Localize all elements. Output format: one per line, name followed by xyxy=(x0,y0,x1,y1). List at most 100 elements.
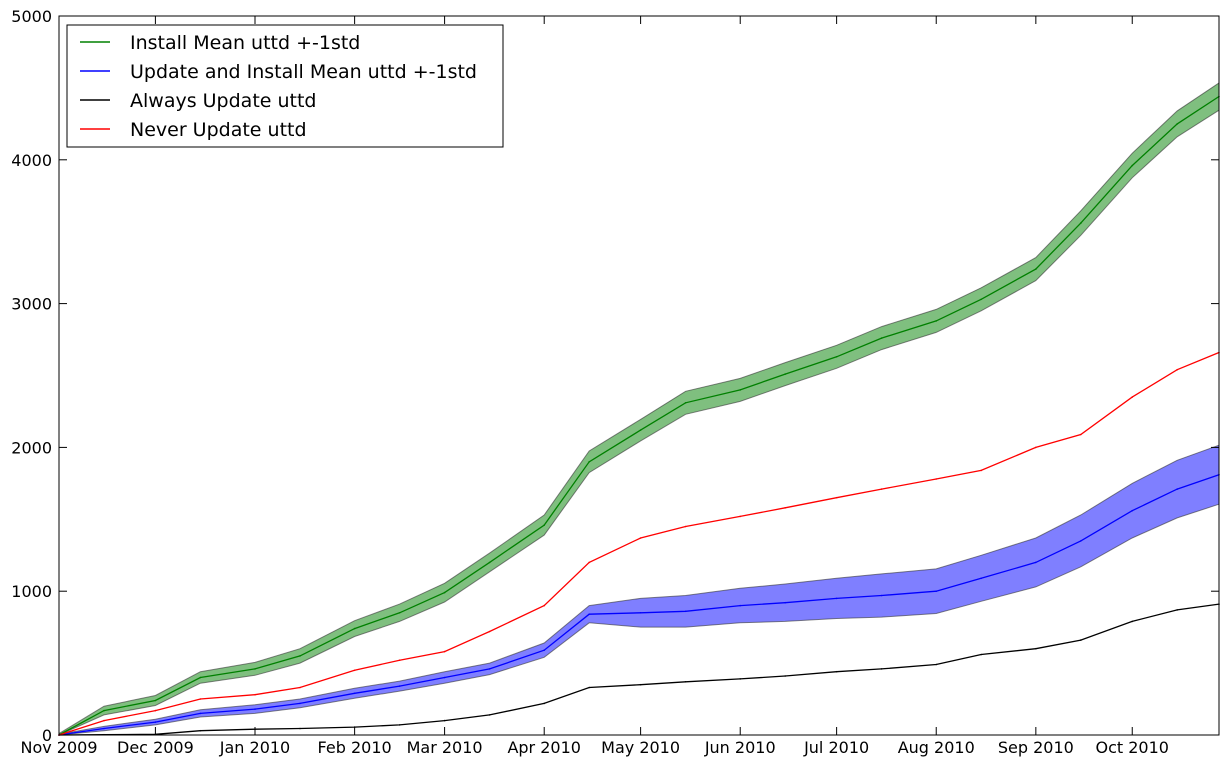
legend: Install Mean uttd +-1std Update and Insta… xyxy=(66,24,504,148)
x-tick-label: Nov 2009 xyxy=(20,738,97,757)
x-tick-label: Apr 2010 xyxy=(507,738,580,757)
update-and-install-mean-uttd-1std-point xyxy=(684,610,687,613)
install-mean-uttd-1std-point xyxy=(488,561,491,564)
update-and-install-mean-uttd-1std-point xyxy=(880,594,883,597)
x-tick-label: Mar 2010 xyxy=(407,738,483,757)
never-update-uttd-point xyxy=(1176,368,1178,371)
never-update-uttd-series xyxy=(58,351,1220,736)
install-mean-uttd-1std-point xyxy=(739,389,741,391)
always-update-uttd-point xyxy=(784,675,786,677)
install-mean-uttd-1std-point xyxy=(1176,123,1178,125)
update-and-install-mean-uttd-1std-point xyxy=(443,676,446,679)
always-update-uttd-point xyxy=(398,724,401,726)
install-mean-uttd-1std-legend-label: Install Mean uttd +-1std xyxy=(130,32,360,54)
x-tick-label: Jan 2010 xyxy=(219,738,290,757)
y-tick-label: 5000 xyxy=(11,7,52,26)
never-update-uttd-point xyxy=(835,496,838,499)
never-update-uttd-point xyxy=(103,719,105,722)
update-and-install-mean-uttd-1std-point xyxy=(199,712,202,715)
update-and-install-mean-uttd-1std-point xyxy=(1131,509,1133,512)
update-and-install-mean-uttd-1std-point xyxy=(739,604,741,607)
update-and-install-mean-uttd-1std-point xyxy=(784,601,786,604)
y-tick-label: 4000 xyxy=(11,151,52,170)
always-update-uttd-legend-label: Always Update uttd xyxy=(130,90,317,112)
never-update-uttd-point xyxy=(588,561,590,564)
always-update-uttd-point xyxy=(543,702,545,705)
x-tick-label: May 2010 xyxy=(601,738,680,757)
never-update-uttd-point xyxy=(443,650,446,653)
y-tick-label: 3000 xyxy=(11,295,52,314)
install-mean-uttd-1std-point xyxy=(880,337,883,339)
never-update-uttd-point xyxy=(880,488,883,490)
update-and-install-mean-uttd-1std-point xyxy=(353,692,356,695)
update-and-install-mean-uttd-1std-point xyxy=(254,708,256,710)
never-update-uttd-point xyxy=(980,469,982,472)
never-update-uttd-point xyxy=(543,604,545,607)
install-mean-uttd-1std-point xyxy=(154,699,157,702)
legend-box xyxy=(66,24,504,148)
always-update-uttd-point xyxy=(684,681,687,683)
install-mean-uttd-1std-point xyxy=(935,320,937,322)
never-update-uttd-point xyxy=(154,709,157,712)
never-update-uttd-point xyxy=(398,659,401,661)
never-update-uttd-point xyxy=(254,693,256,696)
install-mean-uttd-1std-point xyxy=(103,709,105,712)
never-update-uttd-point xyxy=(935,478,937,480)
y-tick-label: 2000 xyxy=(11,438,52,457)
x-tick-label: Dec 2009 xyxy=(117,738,194,757)
install-mean-uttd-1std-point xyxy=(254,668,256,670)
install-mean-uttd-1std-point xyxy=(353,627,356,630)
always-update-uttd-point xyxy=(639,683,642,686)
update-and-install-mean-uttd-1std-point xyxy=(639,612,642,614)
update-and-install-mean-uttd-1std-point xyxy=(299,702,301,705)
always-update-uttd-point xyxy=(739,678,741,680)
update-and-install-mean-uttd-1std-point xyxy=(398,685,401,687)
update-and-install-mean-uttd-1std-point xyxy=(935,590,937,592)
never-update-uttd-point xyxy=(1080,433,1082,436)
never-update-uttd-point xyxy=(639,537,642,539)
never-update-uttd-point xyxy=(784,507,786,509)
install-mean-uttd-1std-point xyxy=(684,402,687,404)
always-update-uttd-point xyxy=(199,729,202,732)
install-mean-uttd-1std-point xyxy=(588,461,590,463)
never-update-uttd-legend-label: Never Update uttd xyxy=(130,119,307,141)
install-mean-uttd-1std-point xyxy=(980,298,982,301)
install-mean-uttd-1std-point xyxy=(835,356,838,358)
never-update-uttd-point xyxy=(488,630,491,633)
x-tick-label: Jun 2010 xyxy=(704,738,776,757)
never-update-uttd-point xyxy=(299,686,301,689)
always-update-uttd-point xyxy=(835,670,838,673)
always-update-uttd-point xyxy=(935,663,937,666)
y-tick-label: 1000 xyxy=(11,582,52,601)
always-update-uttd-point xyxy=(299,727,301,730)
update-and-install-mean-uttd-1std-legend-label: Update and Install Mean uttd +-1std xyxy=(130,61,477,83)
update-and-install-mean-uttd-1std-point xyxy=(103,727,105,730)
install-mean-uttd-1std-point xyxy=(639,429,642,431)
always-update-uttd-point xyxy=(1035,647,1037,650)
x-tick-label: Oct 2010 xyxy=(1096,738,1169,757)
install-mean-uttd-1std-point xyxy=(1035,268,1037,270)
install-mean-uttd-1std-point xyxy=(1131,164,1133,167)
never-update-uttd-point xyxy=(199,698,202,700)
never-update-uttd-point xyxy=(353,669,356,672)
update-and-install-mean-uttd-1std-point xyxy=(154,721,157,723)
never-update-uttd-point xyxy=(1131,396,1133,398)
install-mean-uttd-1std-series xyxy=(58,95,1220,736)
always-update-uttd-point xyxy=(880,668,883,670)
install-mean-uttd-1std-point xyxy=(443,591,446,594)
always-update-uttd-point xyxy=(588,686,590,689)
update-and-install-mean-uttd-1std-point xyxy=(1080,540,1082,542)
plot-frame xyxy=(58,15,1220,736)
install-mean-uttd-1std-point xyxy=(398,612,401,614)
install-mean-uttd-1std-point xyxy=(1080,222,1082,224)
x-tick-label: Sep 2010 xyxy=(998,738,1074,757)
never-update-uttd-point xyxy=(684,525,687,528)
install-mean-uttd-1std-point xyxy=(543,524,545,526)
update-and-install-mean-uttd-1std-point xyxy=(980,577,982,580)
update-and-install-mean-uttd-1std-point xyxy=(543,649,545,651)
install-mean-uttd-1std-point xyxy=(199,676,202,679)
install-mean-uttd-1std-point xyxy=(784,373,786,375)
x-tick-label: Feb 2010 xyxy=(318,738,392,757)
update-and-install-mean-uttd-1std-point xyxy=(1035,561,1037,564)
